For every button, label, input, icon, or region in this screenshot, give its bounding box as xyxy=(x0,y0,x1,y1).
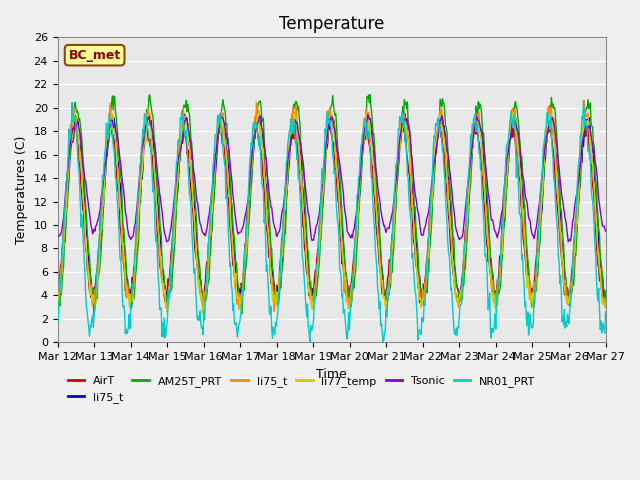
Text: BC_met: BC_met xyxy=(68,48,121,62)
Y-axis label: Temperatures (C): Temperatures (C) xyxy=(15,136,28,244)
X-axis label: Time: Time xyxy=(316,368,347,381)
Legend: AirT, li75_t, AM25T_PRT, li75_t, li77_temp, Tsonic, NR01_PRT: AirT, li75_t, AM25T_PRT, li75_t, li77_te… xyxy=(63,372,540,407)
Title: Temperature: Temperature xyxy=(279,15,384,33)
